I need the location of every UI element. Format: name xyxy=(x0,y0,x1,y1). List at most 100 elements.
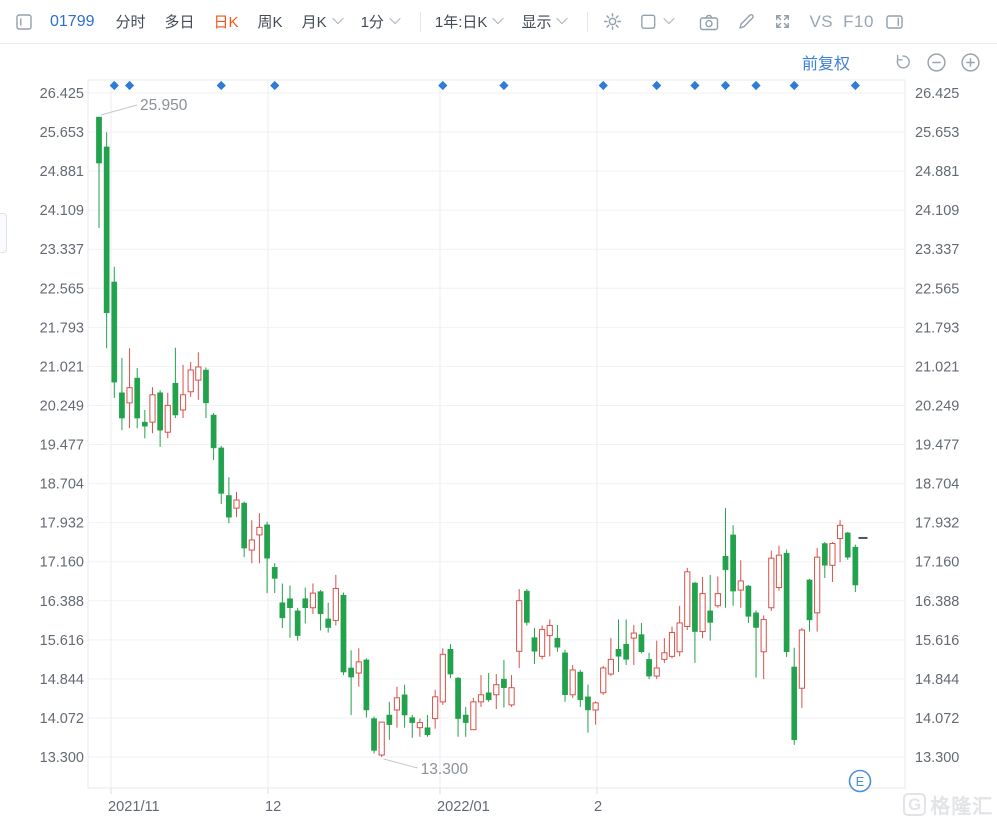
high-annotation-leader xyxy=(100,104,138,116)
event-marker-icon[interactable] xyxy=(109,80,119,91)
event-marker-icon[interactable] xyxy=(438,80,448,91)
dropdown-one-min[interactable]: 1分 xyxy=(361,11,401,32)
chevron-down-icon xyxy=(389,12,401,25)
candle-down xyxy=(554,637,561,648)
y-axis-label-right: 24.881 xyxy=(915,164,959,180)
toolbar: 01799 分时 多日 日K 周K 月K 1分 1年:日K 显示 VS F10 xyxy=(0,0,997,44)
event-marker-icon[interactable] xyxy=(652,80,662,91)
y-axis-label-right: 13.300 xyxy=(915,750,959,766)
candle-up xyxy=(477,694,485,703)
zoom-out-icon[interactable] xyxy=(926,52,947,73)
y-axis-label-right: 24.109 xyxy=(915,203,959,219)
plot-border xyxy=(87,79,906,789)
y-axis-label-left: 14.844 xyxy=(40,672,84,688)
candle-down xyxy=(325,618,332,628)
event-marker-icon[interactable] xyxy=(690,80,700,91)
event-marker-icon[interactable] xyxy=(598,80,608,91)
y-axis-label-left: 17.160 xyxy=(40,555,84,571)
event-marker-icon[interactable] xyxy=(789,80,799,91)
tab-time-share[interactable]: 分时 xyxy=(115,14,146,31)
candle-down xyxy=(523,590,530,623)
y-axis-label-left: 26.425 xyxy=(40,86,84,102)
y-axis-label-right: 21.021 xyxy=(915,359,959,375)
panel-right-icon[interactable] xyxy=(884,12,905,32)
y-axis-label-left: 18.704 xyxy=(40,477,84,493)
candle-up xyxy=(439,653,446,703)
y-axis-label-left: 19.477 xyxy=(40,438,84,454)
candle-down xyxy=(264,524,270,559)
chevron-down-icon xyxy=(331,12,344,25)
watermark-text: 格隆汇 xyxy=(930,796,994,818)
dropdown-layout[interactable] xyxy=(639,12,676,31)
dropdown-range[interactable]: 1年:日K xyxy=(435,11,505,32)
candle-up xyxy=(607,658,614,675)
y-axis-label-left: 25.653 xyxy=(40,125,84,141)
y-axis-label-right: 17.160 xyxy=(915,555,959,571)
candle-up xyxy=(668,632,676,657)
candle-up xyxy=(508,687,515,706)
zoom-in-icon[interactable] xyxy=(960,52,981,73)
candle-up xyxy=(393,697,401,711)
candle-up xyxy=(600,667,607,694)
reset-zoom-icon[interactable] xyxy=(893,52,913,72)
chevron-down-icon xyxy=(492,12,505,25)
high-annotation-label: 25.950 xyxy=(140,97,188,114)
y-axis-label-left: 22.565 xyxy=(40,281,84,297)
tab-daily-k[interactable]: 日K xyxy=(213,14,239,31)
vs-button[interactable]: VS xyxy=(809,11,834,31)
event-marker-icon[interactable] xyxy=(720,80,731,91)
dropdown-monthly-k[interactable]: 月K xyxy=(302,11,344,32)
event-badge-label: E xyxy=(856,774,865,789)
candle-down xyxy=(585,696,591,711)
candle-up xyxy=(546,624,553,637)
y-axis-label-left: 23.337 xyxy=(40,242,84,258)
tab-multi-day[interactable]: 多日 xyxy=(164,14,195,31)
candle-down xyxy=(271,567,278,579)
x-axis-label: 2 xyxy=(594,799,602,815)
event-badge-circle[interactable] xyxy=(848,769,872,793)
low-annotation-label: 13.300 xyxy=(421,761,469,778)
x-axis-label: 2022/01 xyxy=(437,799,490,815)
dropdown-display[interactable]: 显示 xyxy=(521,11,569,32)
candle-down xyxy=(287,598,293,609)
event-marker-icon[interactable] xyxy=(124,80,135,91)
candle-down xyxy=(157,392,163,431)
candle-down xyxy=(141,421,148,427)
event-marker-icon[interactable] xyxy=(751,80,761,91)
candle-down xyxy=(623,643,630,660)
adjust-mode-label[interactable]: 前复权 xyxy=(801,56,850,73)
candle-up xyxy=(798,629,805,689)
side-panel-handle[interactable] xyxy=(0,213,7,253)
candle-down xyxy=(844,532,851,558)
candle-down xyxy=(401,694,408,716)
y-axis-label-left: 13.300 xyxy=(40,750,84,766)
candle-down xyxy=(455,677,461,719)
f10-button[interactable]: F10 xyxy=(843,11,874,31)
candle-down xyxy=(371,718,377,751)
event-marker-icon[interactable] xyxy=(850,80,860,91)
candle-down xyxy=(134,377,141,419)
candle-down xyxy=(577,671,584,701)
panel-left-icon[interactable] xyxy=(14,12,34,32)
event-marker-icon[interactable] xyxy=(216,80,226,91)
candle-down xyxy=(226,495,232,518)
stock-code[interactable]: 01799 xyxy=(50,12,95,30)
pencil-icon[interactable] xyxy=(736,12,756,32)
candle-down xyxy=(294,610,301,636)
candle-down xyxy=(562,652,568,696)
candle-up xyxy=(661,652,668,660)
candle-down xyxy=(424,727,431,736)
y-axis-label-left: 16.388 xyxy=(40,594,84,610)
tab-weekly-k[interactable]: 周K xyxy=(257,14,283,31)
camera-icon[interactable] xyxy=(698,12,720,32)
event-marker-icon[interactable] xyxy=(499,80,509,91)
candle-up xyxy=(653,667,660,677)
y-axis-label-right: 15.616 xyxy=(915,633,959,649)
candle-up xyxy=(416,722,423,729)
candle-up xyxy=(164,404,171,433)
fullscreen-icon[interactable] xyxy=(772,11,793,32)
gear-icon[interactable] xyxy=(602,11,623,32)
event-marker-icon[interactable] xyxy=(270,80,280,91)
candle-up xyxy=(493,684,500,696)
x-axis-label: 2021/11 xyxy=(108,799,160,815)
